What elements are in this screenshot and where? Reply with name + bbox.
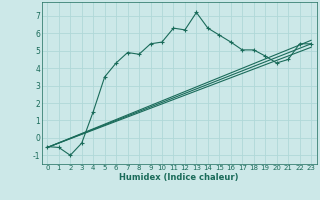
X-axis label: Humidex (Indice chaleur): Humidex (Indice chaleur) [119, 173, 239, 182]
